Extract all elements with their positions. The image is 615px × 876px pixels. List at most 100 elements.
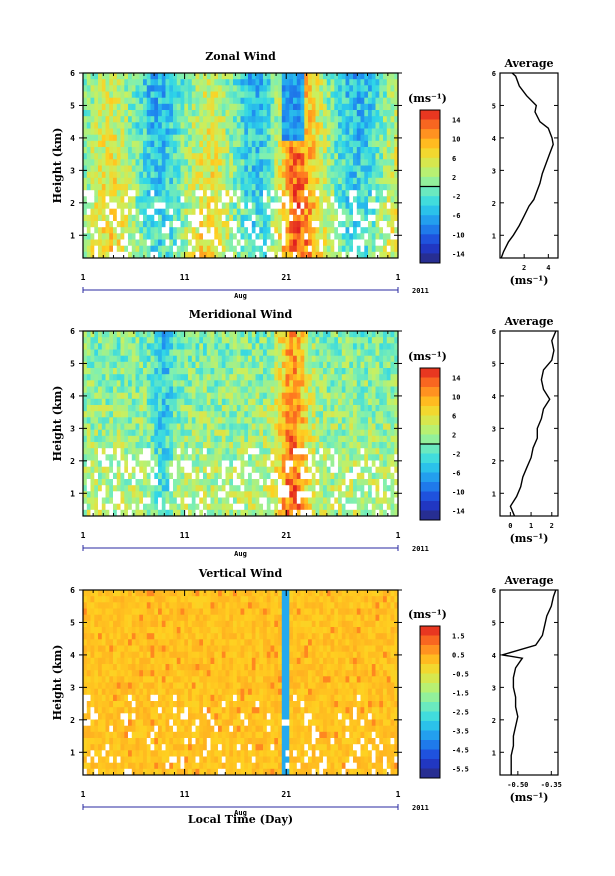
heatmap-cell (101, 251, 106, 259)
heatmap-cell (195, 251, 200, 259)
heatmap-cell (360, 466, 365, 474)
heatmap-cell (184, 97, 189, 105)
heatmap-cell (251, 79, 256, 86)
heatmap-cell (236, 214, 241, 222)
heatmap-cell (116, 380, 121, 387)
heatmap-cell (274, 79, 279, 86)
heatmap-cell (83, 429, 88, 437)
heatmap-cell (218, 134, 223, 142)
heatmap-cell (323, 491, 328, 498)
heatmap-cell (304, 190, 309, 197)
heatmap-cell (173, 103, 178, 111)
heatmap-cell (158, 110, 163, 117)
heatmap-cell (353, 392, 358, 400)
heatmap-cell (221, 159, 226, 166)
heatmap-cell (229, 435, 234, 443)
heatmap-cell (233, 196, 238, 203)
heatmap-cell (289, 214, 294, 222)
heatmap-cell (323, 479, 328, 486)
heatmap-cell (165, 485, 170, 492)
heatmap-cell (101, 91, 106, 99)
heatmap-cell (356, 509, 361, 517)
heatmap-cell (349, 349, 354, 357)
heatmap-cell (330, 221, 335, 228)
heatmap-cell (293, 190, 298, 197)
heatmap-cell (289, 140, 294, 148)
heatmap-cell (240, 73, 245, 80)
heatmap-cell (124, 466, 129, 474)
heatmap-cell (188, 454, 193, 461)
heatmap-cell (146, 337, 151, 344)
heatmap-cell (319, 122, 324, 129)
heatmap-cell (356, 454, 361, 461)
heatmap-cell (143, 411, 148, 418)
heatmap-cell (311, 355, 316, 363)
heatmap-cell (94, 159, 99, 166)
heatmap-cell (221, 122, 226, 129)
heatmap-cell (319, 479, 324, 486)
heatmap-cell (221, 417, 226, 424)
heatmap-cell (233, 466, 238, 474)
heatmap-cell (101, 110, 106, 117)
heatmap-cell (161, 221, 166, 228)
heatmap-cell (248, 472, 253, 480)
heatmap-cell (105, 116, 110, 123)
heatmap-cell (323, 472, 328, 480)
heatmap-cell (188, 337, 193, 344)
heatmap-cell (203, 79, 208, 86)
heatmap-cell (285, 184, 290, 191)
heatmap-cell (210, 128, 215, 136)
heatmap-cell (98, 202, 103, 210)
heatmap-cell (184, 85, 189, 92)
heatmap-cell (244, 423, 249, 431)
heatmap-cell (263, 153, 268, 160)
heatmap-cell (146, 423, 151, 431)
heatmap-cell (289, 122, 294, 129)
heatmap-cell (184, 497, 189, 505)
heatmap-cell (105, 177, 110, 185)
heatmap-cell (116, 411, 121, 418)
heatmap-cell (394, 221, 399, 228)
heatmap-cell (165, 417, 170, 424)
heatmap-cell (304, 435, 309, 443)
heatmap-cell (184, 91, 189, 99)
heatmap-cell (90, 491, 95, 498)
heatmap-cell (233, 417, 238, 424)
heatmap-cell (233, 497, 238, 505)
heatmap-cell (143, 245, 148, 253)
heatmap-cell (98, 454, 103, 461)
heatmap-cell (116, 159, 121, 166)
heatmap-cell (199, 398, 204, 406)
heatmap-cell (394, 177, 399, 185)
heatmap-cell (150, 122, 155, 129)
heatmap-cell (349, 116, 354, 123)
heatmap-cell (356, 374, 361, 381)
heatmap-cell (296, 448, 301, 455)
heatmap-cell (90, 466, 95, 474)
heatmap-cell (349, 429, 354, 437)
heatmap-cell (248, 97, 253, 105)
heatmap-cell (90, 355, 95, 363)
heatmap-cell (281, 386, 286, 394)
heatmap-cell (184, 374, 189, 381)
heatmap-cell (210, 239, 215, 247)
colorbar-tick-label: -2 (452, 193, 460, 201)
heatmap-cell (353, 398, 358, 406)
heatmap-cell (300, 429, 305, 437)
heatmap-cell (330, 503, 335, 511)
heatmap-cell (236, 110, 241, 117)
heatmap-cell (293, 485, 298, 492)
heatmap-cell (360, 368, 365, 375)
heatmap-cell (330, 466, 335, 474)
heatmap-cell (139, 503, 144, 511)
heatmap-cell (131, 479, 136, 486)
heatmap-cell (390, 110, 395, 117)
heatmap-cell (143, 466, 148, 474)
heatmap-cell (263, 411, 268, 418)
heatmap-cell (139, 202, 144, 210)
heatmap-cell (270, 208, 275, 216)
heatmap-cell (199, 214, 204, 222)
colorbar-swatch (420, 129, 440, 139)
heatmap-cell (120, 122, 125, 129)
heatmap-cell (259, 208, 264, 216)
